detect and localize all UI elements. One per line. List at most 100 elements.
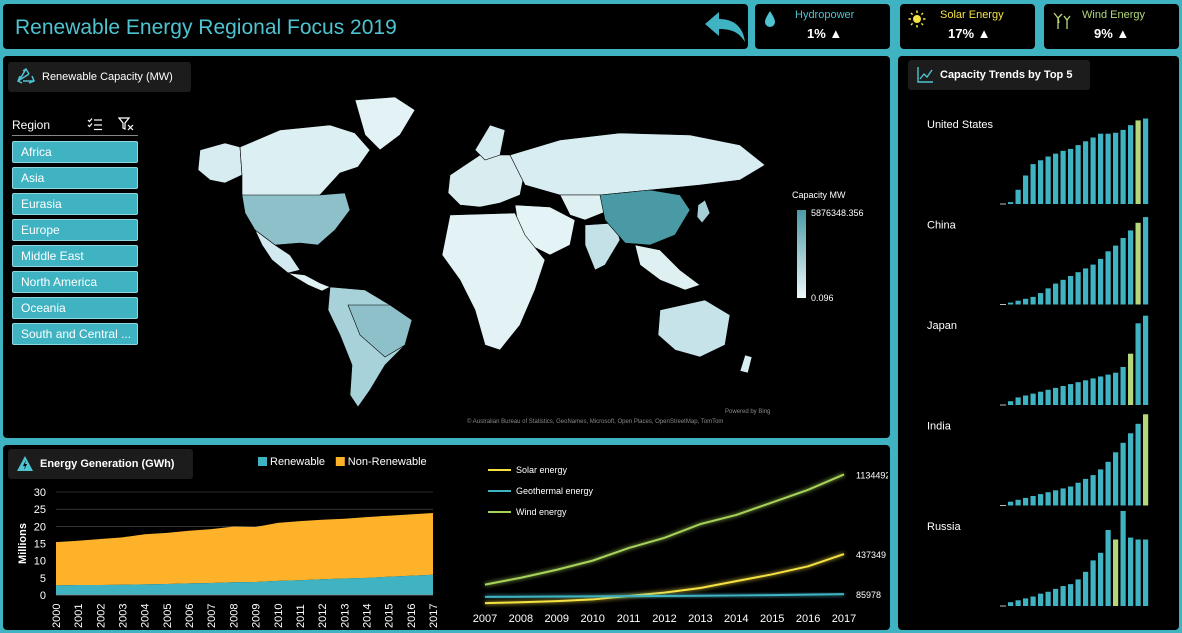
region-slicer-item[interactable]: Africa [12,141,138,163]
trend-country-label: United States [927,119,994,131]
x-tick-label: 2001 [73,604,85,628]
trend-bar [1113,245,1119,305]
map-panel-title: Renewable Capacity (MW) [42,71,173,83]
trend-bar [1060,488,1066,506]
map-region-central-asia [559,194,611,221]
trend-bar [1135,120,1141,204]
trend-bar [1030,393,1036,405]
region-slicer-item[interactable]: North America [12,271,138,293]
x-tick-label: 2014 [361,604,373,628]
trend-bar [1015,300,1021,305]
region-slicer-item[interactable]: Asia [12,167,138,189]
trend-bar [1075,382,1081,405]
trend-bar [1045,591,1051,606]
trend-country-label: Russia [927,521,962,533]
multi-select-icon[interactable] [87,117,103,131]
region-slicer-title: Region [12,118,51,132]
x-tick-label: 2002 [95,604,107,628]
map-legend-max: 5876348.356 [811,208,864,218]
y-tick-label: 30 [34,487,46,499]
world-map[interactable] [180,95,780,415]
x-tick-label: 2009 [251,604,263,628]
y-tick-label: 10 [34,556,46,568]
trend-bar [1045,156,1051,204]
trends-panel-title: Capacity Trends by Top 5 [940,69,1073,81]
line-series [484,553,845,605]
trend-bar [1008,202,1014,204]
legend-swatch [258,457,267,466]
trend-bar [1113,372,1119,405]
generation-panel-title: Energy Generation (GWh) [40,458,175,470]
trend-bar [1060,386,1066,405]
trends-panel-header: Capacity Trends by Top 5 [908,60,1090,90]
kpi-value: 1% ▲ [807,26,843,41]
trend-bar [1008,602,1014,606]
trend-bar [1120,442,1126,506]
trend-bar [1120,238,1126,305]
map-panel-header: Renewable Capacity (MW) [8,62,191,92]
trend-bar [1083,380,1089,405]
trend-bar [1008,501,1014,506]
y-tick-label: 5 [40,573,46,585]
trend-bar [1098,469,1104,506]
y-tick-label: 0 [40,590,46,602]
region-slicer-item[interactable]: South and Central ... [12,323,138,345]
map-powered-by: Powered by Bing [725,409,771,415]
trend-bar [1090,560,1096,606]
legend-label: Geothermal energy [516,486,594,496]
map-region-australia [657,299,731,358]
trend-bar [1128,433,1134,506]
trend-bar [1008,401,1014,405]
wind-turbine-icon [1053,12,1071,29]
region-slicer-item[interactable]: Middle East [12,245,138,267]
up-arrow-icon: ▲ [1116,26,1130,41]
back-arrow-icon[interactable] [701,8,747,46]
x-tick-label: 2010 [273,604,285,628]
trend-bar [1015,189,1021,204]
trend-bar [1060,279,1066,305]
trend-bar [1128,353,1134,405]
map-region-russia [509,132,766,196]
trend-bar [1098,376,1104,405]
trend-bar [1098,258,1104,305]
trend-bar [1143,315,1149,405]
trend-bar [1105,251,1111,305]
x-tick-label: 2016 [796,613,820,625]
warning-bolt-icon [17,456,33,471]
x-tick-label: 2012 [317,604,329,628]
map-region-europe [447,154,526,208]
trend-bar [1068,276,1074,305]
trend-bar [1105,461,1111,506]
trend-bar [1030,496,1036,506]
sun-icon [908,10,926,28]
kpi-hydropower: Hydropower 1% ▲ [755,4,890,49]
legend-label: Renewable [270,456,325,468]
kpi-value: 9% ▲ [1094,26,1130,41]
region-slicer-item[interactable]: Oceania [12,297,138,319]
y-tick-label: 20 [34,521,46,533]
x-tick-label: 2006 [184,604,196,628]
x-tick-label: 2016 [406,604,418,628]
region-slicer-item[interactable]: Europe [12,219,138,241]
trend-bar [1090,475,1096,506]
trend-bar [1015,397,1021,405]
map-region-china [599,189,691,246]
clear-filter-icon[interactable] [118,117,134,131]
trend-bar [1068,584,1074,606]
map-region-africa [441,212,546,351]
trend-bar [1038,160,1044,204]
trend-chart-icon [917,67,933,83]
trend-bar [1120,129,1126,204]
trend-bar [1023,598,1029,606]
trend-bar [1030,164,1036,204]
trend-bar [1053,588,1059,606]
y-tick-label: 15 [34,539,46,551]
x-tick-label: 2010 [580,613,604,625]
energy-growth-line-chart: 437349 Solar energy 85978 Geothermal energy… [473,465,888,625]
trend-bar [1143,539,1149,606]
map-region-southeast-asia [634,244,701,291]
map-region-scandinavia [474,124,506,161]
region-slicer-item[interactable]: Eurasia [12,193,138,215]
x-tick-label: 2003 [118,604,130,628]
series-end-label: 1134492 [856,470,888,480]
